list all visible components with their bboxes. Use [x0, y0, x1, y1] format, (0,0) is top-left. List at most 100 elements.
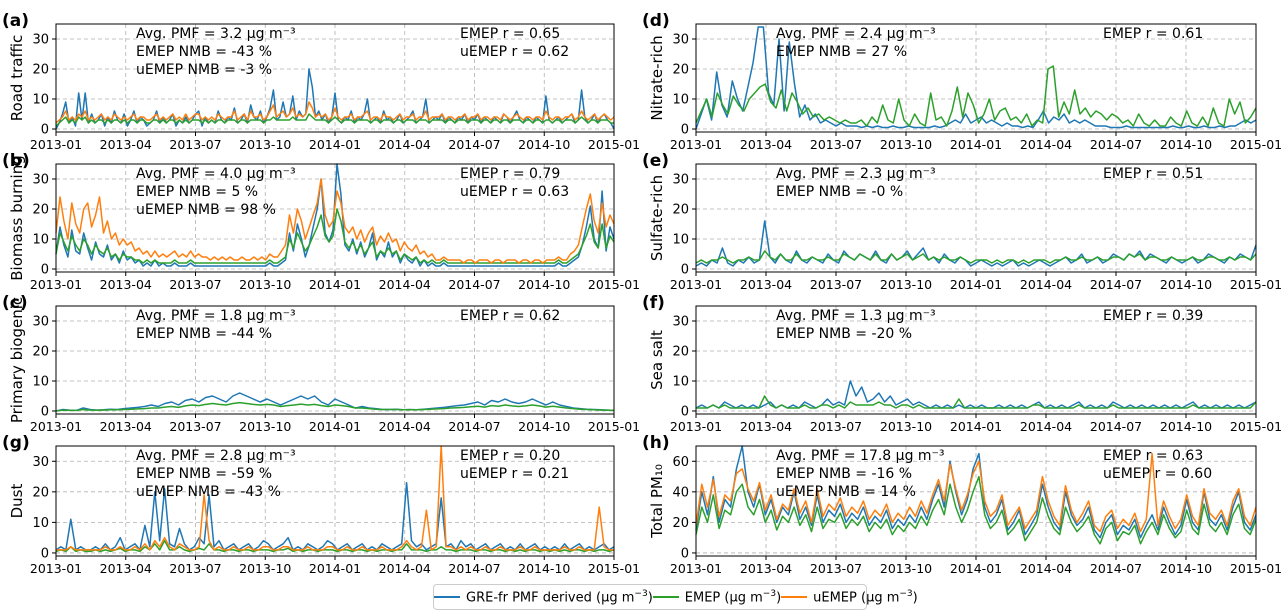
correlation-annotation: EMEP r = 0.51 — [1103, 166, 1203, 182]
correlation-annotation: EMEP r = 0.79 — [460, 166, 560, 182]
x-tick-label: 2014-10 — [518, 561, 570, 576]
y-tick-label: 30 — [32, 173, 49, 188]
stat-annotation: Avg. PMF = 1.8 μg m⁻³ — [136, 308, 296, 324]
x-tick-label: 2014-10 — [518, 419, 570, 434]
panel-c: 0 10 20 30 2013-01 2013-04 2013-07 2013-10 2014-… — [2, 293, 640, 434]
correlation-annotation: EMEP r = 0.65 — [460, 26, 560, 42]
x-tick-label: 2013-10 — [239, 419, 291, 434]
stat-annotation: uEMEP NMB = -3 % — [136, 62, 272, 78]
y-tick-label: 20 — [32, 485, 49, 500]
x-tick-label: 2014-04 — [1020, 277, 1072, 292]
y-tick-label: 0 — [681, 546, 689, 561]
series-emep-line — [695, 65, 1257, 127]
y-tick-label: 0 — [681, 405, 689, 420]
x-tick-label: 2014-04 — [379, 561, 431, 576]
y-tick-label: 10 — [672, 233, 689, 248]
panel-e: 0 10 20 30 2013-01 2013-04 2013-07 2013-10 2014-… — [642, 151, 1281, 292]
stat-annotation: EMEP NMB = -20 % — [776, 326, 912, 342]
series-uemep-line — [56, 445, 614, 551]
stat-annotation: uEMEP NMB = 14 % — [776, 484, 916, 500]
y-tick-label: 20 — [672, 516, 689, 531]
y-tick-label: 30 — [672, 173, 689, 188]
panel-b: 0 10 20 30 2013-01 2013-04 2013-07 2013-10 2014-… — [2, 151, 640, 292]
y-tick-label: 20 — [32, 63, 49, 78]
series-emep-line — [696, 395, 1257, 409]
panel-label: (g) — [2, 433, 30, 453]
x-tick-label: 2013-04 — [100, 561, 152, 576]
series-emep-line — [695, 250, 1257, 264]
legend-label-pmf: GRE-fr PMF derived (μg m−3) — [466, 588, 653, 606]
x-tick-label: 2013-04 — [100, 277, 152, 292]
x-tick-label: 2015-01 — [1230, 137, 1281, 152]
stat-annotation: EMEP NMB = -0 % — [776, 184, 903, 200]
x-tick-label: 2015-01 — [588, 137, 640, 152]
x-tick-label: 2014-07 — [448, 277, 500, 292]
x-tick-label: 2014-07 — [448, 419, 500, 434]
y-tick-label: 30 — [32, 315, 49, 330]
x-tick-label: 2013-04 — [740, 277, 792, 292]
x-tick-label: 2014-01 — [950, 137, 1002, 152]
x-tick-label: 2015-01 — [1230, 277, 1281, 292]
x-tick-label: 2014-01 — [309, 277, 361, 292]
correlation-annotation: uEMEP r = 0.62 — [460, 44, 569, 60]
correlation-annotation: EMEP r = 0.62 — [460, 308, 560, 324]
x-tick-label: 2013-04 — [100, 137, 152, 152]
stat-annotation: EMEP NMB = -59 % — [136, 466, 272, 482]
stat-annotation: Avg. PMF = 2.4 μg m⁻³ — [776, 26, 936, 42]
stat-annotation: Avg. PMF = 1.3 μg m⁻³ — [776, 308, 936, 324]
stat-annotation: Avg. PMF = 3.2 μg m⁻³ — [136, 26, 296, 42]
x-tick-label: 2014-10 — [518, 277, 570, 292]
legend-swatch-pmf — [434, 595, 460, 598]
legend-item-pmf: GRE-fr PMF derived (μg m−3) — [434, 589, 653, 605]
panel-a: 0 10 20 30 2013-01 2013-04 2013-07 2013-10 2014-… — [2, 11, 640, 152]
y-axis-label: Total PM₁₀ — [648, 464, 666, 539]
series-emep-line — [55, 208, 615, 264]
y-axis-label: Biomass burning — [8, 155, 26, 280]
y-tick-label: 30 — [32, 33, 49, 48]
y-tick-label: 10 — [32, 93, 49, 108]
y-tick-label: 60 — [672, 455, 689, 470]
stat-annotation: uEMEP NMB = 98 % — [136, 202, 276, 218]
y-tick-label: 10 — [672, 375, 689, 390]
x-tick-label: 2013-10 — [239, 277, 291, 292]
series-pmf-line — [55, 392, 615, 412]
y-tick-label: 10 — [32, 375, 49, 390]
correlation-annotation: EMEP r = 0.39 — [1103, 308, 1203, 324]
x-tick-label: 2013-01 — [670, 419, 722, 434]
series-pmf-line — [695, 26, 1257, 130]
x-tick-label: 2013-01 — [30, 137, 82, 152]
correlation-annotation: EMEP r = 0.61 — [1103, 26, 1203, 42]
y-tick-label: 30 — [672, 315, 689, 330]
panel-label: (c) — [2, 293, 28, 313]
correlation-annotation: EMEP r = 0.20 — [460, 448, 560, 464]
x-tick-label: 2015-01 — [588, 561, 640, 576]
x-tick-label: 2014-10 — [1160, 277, 1212, 292]
panel-label: (d) — [642, 11, 670, 31]
x-tick-label: 2013-07 — [810, 137, 862, 152]
x-tick-label: 2014-04 — [1020, 137, 1072, 152]
stat-annotation: Avg. PMF = 2.3 μg m⁻³ — [776, 166, 936, 182]
correlation-annotation: uEMEP r = 0.60 — [1103, 466, 1212, 482]
x-tick-label: 2013-04 — [740, 561, 792, 576]
y-axis-label: Dust — [8, 484, 26, 519]
x-tick-label: 2014-01 — [950, 277, 1002, 292]
x-tick-label: 2013-07 — [169, 137, 221, 152]
series-emep-line — [695, 475, 1257, 545]
legend-item-uemep: uEMEP (μg m−3) — [781, 589, 918, 605]
series-pmf-line — [695, 445, 1257, 539]
x-tick-label: 2014-01 — [309, 419, 361, 434]
x-tick-label: 2014-01 — [950, 561, 1002, 576]
legend: GRE-fr PMF derived (μg m−3) EMEP (μg m−3… — [433, 584, 918, 610]
stat-annotation: EMEP NMB = -43 % — [136, 44, 272, 60]
y-tick-label: 10 — [32, 233, 49, 248]
y-tick-label: 20 — [32, 345, 49, 360]
x-tick-label: 2013-07 — [810, 561, 862, 576]
x-tick-label: 2014-01 — [309, 137, 361, 152]
y-tick-label: 0 — [41, 263, 49, 278]
y-tick-label: 10 — [672, 93, 689, 108]
x-tick-label: 2013-07 — [810, 277, 862, 292]
x-tick-label: 2014-07 — [1090, 561, 1142, 576]
series-uemep-line — [55, 101, 615, 124]
x-tick-label: 2013-07 — [810, 419, 862, 434]
